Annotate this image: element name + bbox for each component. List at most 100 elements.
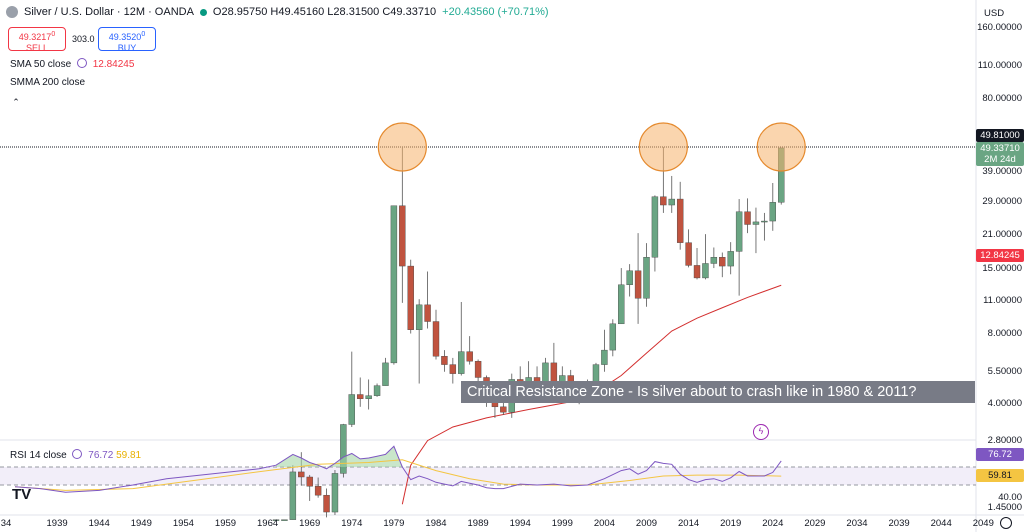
currency-label[interactable]: USD — [984, 8, 1005, 19]
plot-background — [0, 0, 976, 518]
candle-body — [702, 263, 709, 279]
time-axis-tick: 2004 — [593, 518, 615, 529]
buy-price: 49.3520 — [108, 32, 142, 42]
rsi-line — [14, 445, 782, 493]
smma-legend[interactable]: SMMA 200 close — [10, 77, 85, 88]
candle-body — [449, 364, 457, 374]
time-axis-tick: 1944 — [88, 518, 110, 529]
candle-body — [373, 385, 381, 396]
rsi-band — [0, 467, 976, 485]
candle-body — [752, 221, 760, 225]
candle-body — [272, 519, 280, 521]
rsi-pill: 76.72 — [976, 448, 1024, 461]
price-axis-tick: 5.50000 — [987, 365, 1022, 377]
silver-symbol-icon — [6, 6, 18, 18]
time-axis-tick: 2044 — [930, 518, 952, 529]
lightning-icon[interactable]: ϟ — [753, 424, 769, 440]
candle-body — [710, 257, 718, 264]
candle-body — [390, 205, 398, 364]
buy-button[interactable]: 49.35200 BUY — [98, 27, 156, 53]
resistance-pill: 49.81000 — [976, 129, 1024, 142]
price-axis-tick: 80.00000 — [982, 92, 1022, 104]
buy-label: BUY — [117, 43, 137, 53]
candle-body — [466, 351, 473, 362]
price-axis-tick: 29.00000 — [982, 196, 1022, 208]
symbol-title[interactable]: Silver / U.S. Dollar · 12M · OANDA — [24, 6, 194, 18]
resistance-circle — [638, 122, 688, 172]
time-axis-tick: 2024 — [762, 518, 784, 529]
time-axis-tick: 1979 — [383, 518, 405, 529]
time-axis-tick: 1964 — [257, 518, 279, 529]
rsi-ma-line — [14, 459, 782, 491]
candle-body — [618, 284, 625, 325]
time-axis-tick: 2049 — [972, 518, 994, 529]
candle-body — [609, 323, 617, 351]
price-change: +20.43560 (+70.71%) — [442, 6, 549, 18]
rsi-legend[interactable]: RSI 14 close 76.72 59.81 — [10, 449, 141, 461]
time-axis-tick: 1949 — [130, 518, 152, 529]
candle-body — [331, 473, 339, 513]
candle-body — [634, 270, 642, 299]
sell-price: 49.3217 — [18, 32, 52, 42]
candle-body — [458, 351, 465, 374]
rsi-axis-tick: 40.00 — [998, 492, 1022, 503]
rsi-label: RSI 14 close — [10, 450, 67, 461]
price-axis-tick: 4.00000 — [987, 398, 1022, 410]
time-axis-tick: 1969 — [299, 518, 321, 529]
price-axis-tick: 1.45000 — [987, 501, 1022, 513]
candle-body — [660, 196, 667, 206]
candle-body — [719, 257, 726, 267]
sell-price-sup: 0 — [51, 31, 56, 38]
rsi-value: 76.72 — [88, 450, 114, 461]
candle-body — [643, 257, 650, 299]
ohlc-values: O28.95750 H49.45160 L28.31500 C49.33710 — [212, 6, 437, 18]
time-axis-tick: 2014 — [678, 518, 700, 529]
sma-pill: 12.84245 — [976, 249, 1024, 262]
candle-body — [399, 205, 406, 267]
rsi-ma-pill: 59.81 — [976, 469, 1024, 482]
candle-body — [365, 395, 372, 399]
time-axis-tick: 2029 — [804, 518, 826, 529]
candle-body — [424, 304, 431, 322]
candle-body — [441, 356, 448, 365]
resistance-circle — [756, 122, 806, 172]
collapse-legend-button[interactable]: ⌃ — [12, 97, 20, 107]
sell-button[interactable]: 49.32170 SELL — [8, 27, 66, 53]
candle-body — [415, 304, 423, 330]
current-price-pill: 49.33710 2M 24d — [976, 142, 1024, 166]
candle-body — [323, 494, 330, 513]
tradingview-logo[interactable]: TV — [12, 486, 32, 503]
time-axis-tick: 1984 — [425, 518, 447, 529]
candle-body — [432, 321, 440, 357]
time-axis-tick: 34 — [0, 518, 12, 529]
settings-icon[interactable] — [1000, 517, 1012, 529]
sync-icon[interactable] — [72, 449, 83, 459]
sync-icon[interactable] — [76, 58, 87, 68]
candle-body — [693, 265, 701, 279]
price-axis-tick: 220.00000 — [974, 0, 1022, 1]
price-axis-tick: 21.00000 — [982, 229, 1022, 241]
candle-body — [298, 471, 305, 478]
candle-body — [744, 211, 751, 225]
candle-body — [382, 362, 389, 386]
time-axis-tick: 1974 — [341, 518, 363, 529]
candle-body — [348, 394, 355, 425]
time-axis-tick: 2034 — [846, 518, 868, 529]
time-axis-tick: 1939 — [46, 518, 68, 529]
sell-label: SELL — [25, 43, 49, 53]
annotation-text[interactable]: Critical Resistance Zone - Is silver abo… — [461, 381, 975, 403]
candle-body — [306, 476, 313, 487]
price-axis-tick: 11.00000 — [983, 295, 1022, 307]
smma-label: SMMA 200 close — [10, 77, 86, 88]
price-axis-tick: 2.80000 — [987, 434, 1022, 446]
time-axis-tick: 1994 — [509, 518, 531, 529]
candle-body — [668, 198, 675, 206]
sma-legend[interactable]: SMA 50 close 12.84245 — [10, 58, 134, 70]
candle-body — [761, 220, 768, 223]
candle-body — [651, 196, 659, 258]
sma-value: 12.84245 — [92, 59, 135, 70]
candle-body — [357, 394, 364, 399]
time-axis-tick: 2019 — [720, 518, 742, 529]
time-axis-tick: 2009 — [635, 518, 658, 529]
